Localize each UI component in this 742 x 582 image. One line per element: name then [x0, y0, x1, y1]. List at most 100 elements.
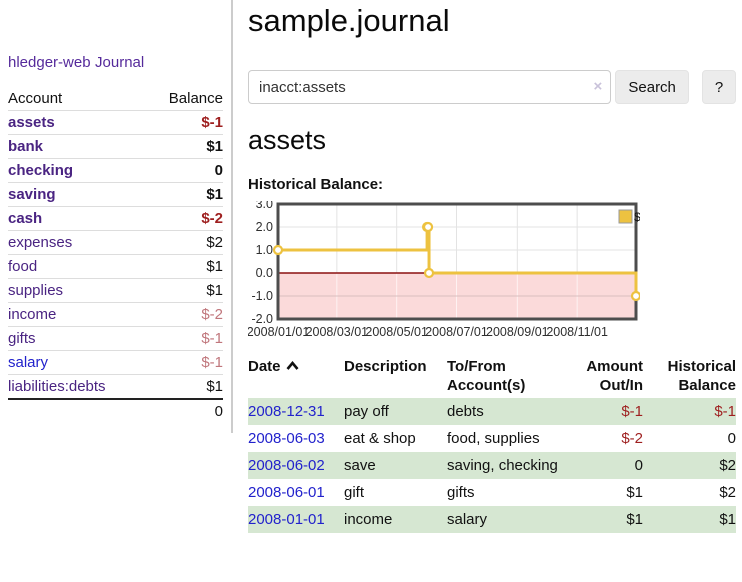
account-balance: $1	[146, 278, 223, 303]
register-header-accounts: To/From Account(s)	[447, 358, 526, 394]
transaction-amount: $1	[558, 506, 643, 533]
transaction-accounts: debts	[447, 398, 558, 425]
accounts-table: Account Balance assets $-1 bank $1 checking 0…	[8, 87, 223, 423]
svg-text:-1.0: -1.0	[251, 289, 273, 303]
account-balance: $1	[146, 254, 223, 279]
transaction-balance: $-1	[643, 398, 736, 425]
transaction-amount: $-2	[621, 430, 643, 447]
account-row: supplies $1	[8, 278, 223, 303]
svg-text:1.0: 1.0	[256, 243, 273, 257]
account-balance: $1	[146, 374, 223, 399]
sidebar: hledger-web Journal Account Balance asse…	[0, 0, 233, 433]
account-title: assets	[248, 125, 327, 155]
sort-ascending-icon	[286, 360, 299, 370]
accounts-total-value: 0	[146, 398, 223, 423]
svg-text:-2.0: -2.0	[251, 312, 273, 326]
account-link[interactable]: saving	[8, 186, 56, 203]
svg-text:0.0: 0.0	[256, 266, 273, 280]
account-link[interactable]: bank	[8, 138, 44, 155]
transaction-balance: $2	[643, 452, 736, 479]
help-button[interactable]: ?	[702, 70, 736, 104]
account-row: assets $-1	[8, 110, 223, 135]
transaction-date-link[interactable]: 2008-01-01	[248, 511, 325, 528]
chart-svg: $3.0 2.0 1.0 0.0 -1.0 -2.02008/01/012008/03/0…	[247, 197, 642, 339]
transaction-date-link[interactable]: 2008-06-02	[248, 457, 325, 474]
account-balance: 0	[146, 158, 223, 183]
register-table: Date Description To/From Account(s) Amou…	[248, 354, 736, 533]
account-balance: $1	[146, 134, 223, 159]
transaction-accounts: saving, checking	[447, 452, 558, 479]
transaction-description: gift	[344, 484, 365, 501]
transaction-row: 2008-12-31 pay off debts $-1 $-1	[248, 398, 736, 425]
transaction-description: pay off	[344, 398, 447, 425]
transaction-row: 2008-06-02 save saving, checking 0 $2	[248, 452, 736, 479]
transaction-amount: $1	[626, 484, 643, 501]
accounts-header-account: Account	[8, 90, 63, 107]
svg-text:2008/01/01: 2008/01/01	[248, 325, 309, 339]
register-header-amount: Amount Out/In	[586, 358, 643, 394]
account-row: salary $-1	[8, 350, 223, 375]
transaction-date-link[interactable]: 2008-12-31	[248, 403, 325, 420]
account-link[interactable]: salary	[8, 354, 49, 371]
transaction-description: income	[344, 506, 447, 533]
transaction-date-link[interactable]: 2008-06-01	[248, 484, 325, 501]
svg-text:$: $	[634, 210, 640, 224]
search-input[interactable]	[248, 70, 612, 104]
register-header-date[interactable]: Date	[248, 354, 344, 398]
account-row: liabilities:debts $1	[8, 374, 223, 399]
account-balance: $-2	[146, 302, 223, 327]
transaction-description: eat & shop	[344, 430, 416, 447]
account-balance: $-1	[146, 110, 223, 135]
account-link[interactable]: income	[8, 306, 57, 323]
transaction-date-link[interactable]: 2008-06-03	[248, 430, 325, 447]
svg-text:2008/03/01: 2008/03/01	[306, 325, 369, 339]
transaction-balance: 0	[727, 430, 736, 447]
register-body: 2008-12-31 pay off debts $-1 $-1 2008-06-03 ea…	[248, 398, 736, 533]
accounts-header-balance: Balance	[168, 90, 223, 107]
account-balance: $1	[146, 182, 223, 207]
account-link[interactable]: gifts	[8, 330, 36, 347]
account-link[interactable]: assets	[8, 114, 55, 131]
register-header-balance: Historical Balance	[667, 358, 736, 394]
search-button[interactable]: Search	[615, 70, 690, 104]
account-row: saving $1	[8, 182, 223, 207]
transaction-amount: $-1	[558, 398, 643, 425]
account-link[interactable]: checking	[8, 162, 74, 179]
clear-search-icon[interactable]: ×	[593, 78, 603, 95]
historical-balance-chart: $3.0 2.0 1.0 0.0 -1.0 -2.0 2008/01/01 2008/03/0…	[247, 197, 736, 348]
account-balance: $-1	[146, 350, 223, 375]
account-link[interactable]: food	[8, 258, 38, 275]
account-row: gifts $-1	[8, 326, 223, 351]
account-link[interactable]: supplies	[8, 282, 64, 299]
transaction-balance: $2	[719, 484, 736, 501]
account-link[interactable]: cash	[8, 210, 43, 227]
svg-text:2008/07/01: 2008/07/01	[425, 325, 488, 339]
account-link[interactable]: liabilities:debts	[8, 378, 106, 395]
transaction-accounts: salary	[447, 506, 558, 533]
svg-text:2008/09/01: 2008/09/01	[486, 325, 549, 339]
account-balance: $2	[146, 230, 223, 255]
transaction-description: save	[344, 452, 447, 479]
sidebar-item-journal[interactable]: Journal	[95, 54, 145, 71]
account-row: cash $-2	[8, 206, 223, 231]
svg-text:3.0: 3.0	[256, 201, 273, 211]
account-row: bank $1	[8, 134, 223, 159]
svg-text:2.0: 2.0	[256, 220, 273, 234]
app-brand-link[interactable]: hledger-web	[8, 54, 91, 71]
transaction-amount: 0	[558, 452, 643, 479]
transaction-accounts: food, supplies	[447, 430, 540, 447]
main-content: sample.journal × Search ? assets Histori…	[247, 0, 736, 533]
account-row: food $1	[8, 254, 223, 279]
transaction-accounts: gifts	[447, 484, 475, 501]
transaction-row: 2008-06-01 gift gifts $1 $2	[248, 479, 736, 506]
accounts-total-row: 0	[8, 398, 223, 423]
register-header-description: Description	[344, 358, 427, 375]
account-row: expenses $2	[8, 230, 223, 255]
search-row: × Search ?	[248, 70, 736, 104]
account-balance: $-1	[146, 326, 223, 351]
chart-label: Historical Balance:	[248, 176, 384, 193]
svg-text:2008/11/01: 2008/11/01	[546, 325, 608, 339]
account-row: income $-2	[8, 302, 223, 327]
svg-text:2008/05/01: 2008/05/01	[365, 325, 428, 339]
account-link[interactable]: expenses	[8, 234, 73, 251]
